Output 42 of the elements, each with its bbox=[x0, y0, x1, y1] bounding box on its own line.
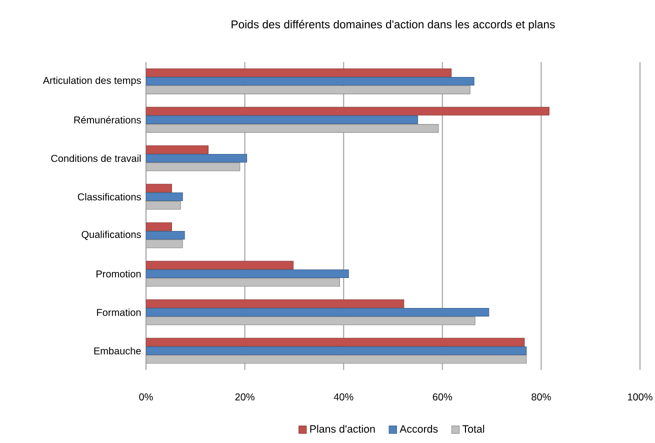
x-tick-label: 40% bbox=[334, 393, 354, 400]
legend-label: Plans d'action bbox=[310, 424, 375, 433]
bar bbox=[146, 68, 452, 77]
bar bbox=[146, 240, 183, 248]
y-tick-label: Embauche bbox=[94, 347, 141, 354]
x-tick-label: 100% bbox=[628, 393, 652, 400]
y-tick-label: Conditions de travail bbox=[51, 154, 141, 162]
y-tick-label: Qualifications bbox=[82, 230, 141, 240]
bar bbox=[146, 154, 248, 163]
y-tick-label: Formation bbox=[97, 308, 141, 316]
x-tick-label: 0% bbox=[139, 393, 153, 400]
bar bbox=[146, 346, 527, 356]
bar bbox=[146, 124, 439, 133]
legend-label: Accords bbox=[400, 424, 438, 433]
bar bbox=[146, 115, 418, 124]
y-tick-label: Classifications bbox=[78, 193, 141, 200]
y-tick-label: Promotion bbox=[96, 270, 141, 278]
bar bbox=[146, 260, 294, 270]
bar bbox=[146, 106, 550, 116]
y-tick-label: Rémunérations bbox=[74, 116, 141, 124]
x-tick-label: 20% bbox=[235, 393, 254, 400]
x-tick-label: 60% bbox=[432, 393, 452, 400]
y-tick-label: Articulation des temps bbox=[42, 76, 141, 86]
x-tick-label: 80% bbox=[532, 393, 551, 400]
bar bbox=[146, 162, 240, 172]
bar bbox=[146, 184, 172, 192]
legend-label: Total bbox=[462, 424, 484, 433]
bar bbox=[146, 278, 340, 287]
bar bbox=[146, 86, 470, 94]
bar bbox=[146, 192, 183, 202]
bar bbox=[146, 222, 172, 231]
bar bbox=[146, 316, 476, 326]
bar bbox=[146, 299, 404, 308]
bar bbox=[146, 230, 185, 240]
bar bbox=[146, 145, 209, 154]
bar bbox=[146, 269, 349, 278]
bar bbox=[146, 308, 490, 317]
bar bbox=[146, 338, 525, 346]
chart-title: Poids des différents domaines d'action dans les accords et plans bbox=[232, 20, 555, 31]
bar bbox=[146, 201, 181, 210]
bar bbox=[146, 76, 474, 86]
bar bbox=[146, 355, 527, 364]
